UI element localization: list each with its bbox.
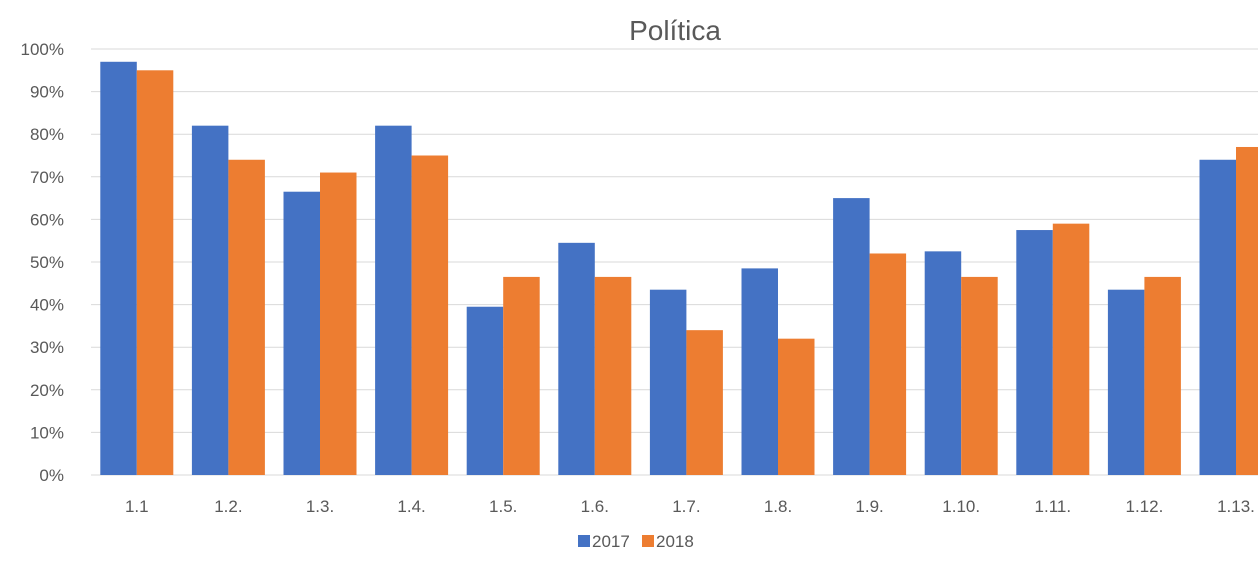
bars: [100, 61, 1258, 476]
legend-swatch-2018: [642, 535, 654, 547]
bar-2018-1.13.: [1236, 146, 1258, 476]
x-tick-label: 1.1: [125, 497, 149, 516]
bar-2018-1.12.: [1144, 276, 1181, 475]
bar-2018-1.10.: [961, 276, 998, 475]
bar-2018-1.5.: [503, 276, 540, 475]
bar-2017-1.6.: [558, 242, 595, 475]
y-tick-label: 60%: [30, 210, 64, 229]
bar-2017-1.2.: [191, 125, 229, 476]
y-axis-ticks: 0% 10% 20% 30% 40% 50% 60% 70% 80% 90% 100%: [21, 40, 64, 485]
x-tick-label: 1.9.: [855, 497, 883, 516]
y-tick-label: 70%: [30, 168, 64, 187]
bar-2018-1.8.: [778, 338, 815, 475]
bar-2018-1.2.: [228, 159, 265, 475]
x-tick-label: 1.5.: [489, 497, 517, 516]
legend-label: 2018: [656, 532, 694, 551]
bar-2017-1.9.: [833, 198, 870, 475]
bar-2017-1.12.: [1107, 289, 1145, 475]
x-tick-label: 1.2.: [214, 497, 242, 516]
y-tick-label: 50%: [30, 253, 64, 272]
bar-2017-1.8.: [741, 268, 778, 475]
y-tick-label: 90%: [30, 83, 64, 102]
y-tick-label: 30%: [30, 338, 64, 357]
y-tick-label: 100%: [21, 40, 64, 59]
y-tick-label: 40%: [30, 296, 64, 315]
bar-2018-1.6.: [594, 276, 632, 475]
bar-2017-1.11.: [1016, 230, 1053, 475]
bar-2017-1.7.: [649, 289, 687, 475]
y-tick-label: 80%: [30, 125, 64, 144]
legend-label: 2017: [592, 532, 630, 551]
x-tick-label: 1.11.: [1035, 497, 1072, 516]
x-tick-label: 1.10.: [942, 497, 980, 516]
x-tick-label: 1.12.: [1125, 497, 1163, 516]
y-tick-label: 10%: [30, 423, 64, 442]
y-tick-label: 0%: [39, 466, 64, 485]
x-tick-label: 1.4.: [397, 497, 425, 516]
bar-2018-1.11.: [1052, 223, 1090, 475]
bar-2017-1.4.: [375, 125, 412, 476]
chart-title: Política: [629, 15, 721, 46]
bar-2018-1.7.: [686, 330, 723, 475]
legend: 2017 2018: [578, 532, 694, 551]
bar-2017-1.3.: [283, 191, 320, 475]
x-tick-label: 1.6.: [581, 497, 609, 516]
bar-2017-1.1: [100, 61, 137, 475]
x-tick-label: 1.7.: [672, 497, 700, 516]
bar-2018-1.3.: [320, 172, 357, 476]
bar-2018-1.1: [136, 70, 174, 476]
x-tick-label: 1.3.: [306, 497, 334, 516]
x-tick-label: 1.8.: [764, 497, 792, 516]
legend-swatch-2017: [578, 535, 590, 547]
x-tick-label: 1.13.: [1217, 497, 1255, 516]
bar-2018-1.9.: [869, 253, 907, 475]
y-tick-label: 20%: [30, 381, 64, 400]
x-axis-ticks: 1.1 1.2. 1.3. 1.4. 1.5. 1.6. 1.7. 1.8. 1.9. 1.10.…: [125, 497, 1255, 516]
bar-2017-1.5.: [466, 306, 504, 475]
bar-2017-1.10.: [924, 251, 962, 475]
bar-2018-1.4.: [411, 155, 449, 475]
bar-2017-1.13.: [1199, 159, 1236, 475]
